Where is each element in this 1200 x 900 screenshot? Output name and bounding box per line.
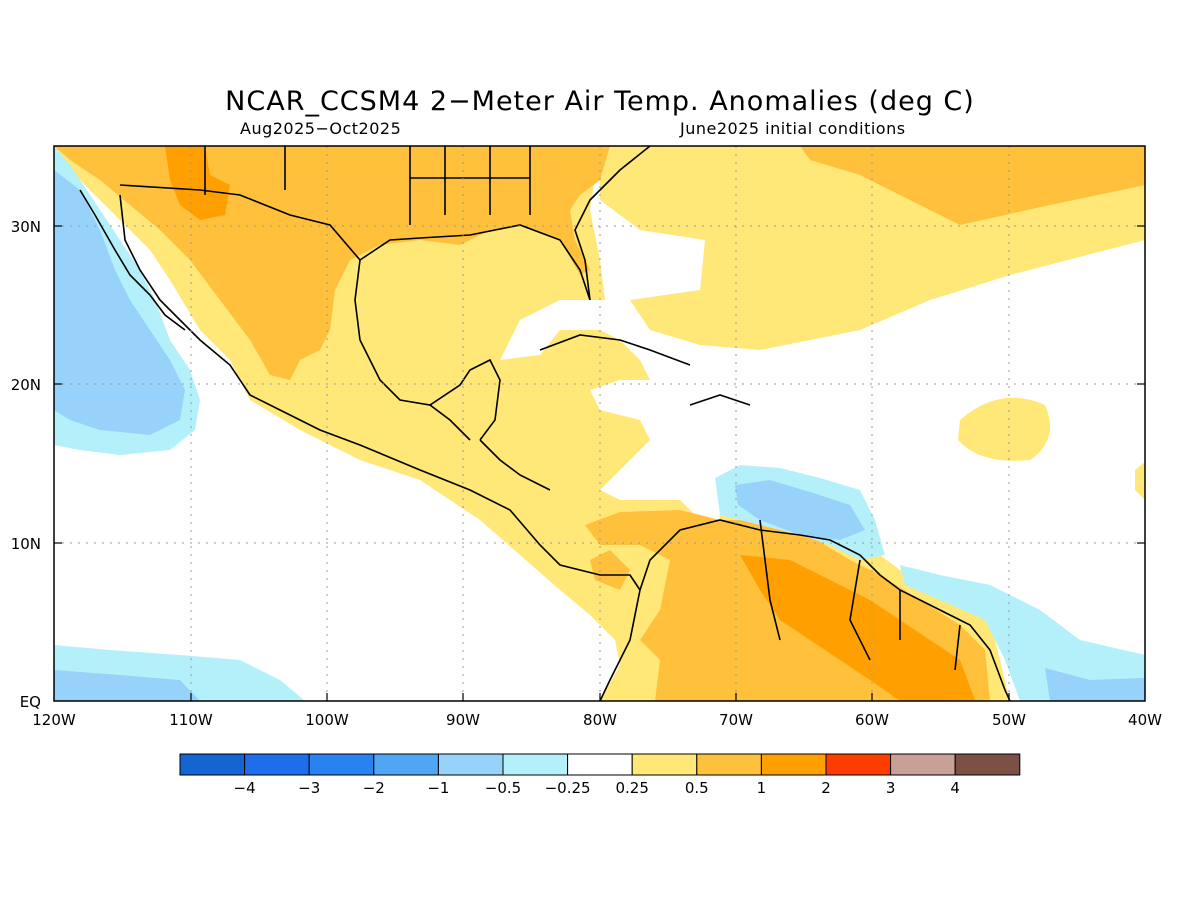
gridlines	[54, 146, 1145, 701]
legend-swatch	[890, 753, 956, 776]
legend-label: −4	[234, 779, 256, 797]
lon-label: 100W	[305, 711, 349, 729]
legend-swatch	[760, 753, 827, 776]
forecast-period: Aug2025−Oct2025	[240, 119, 402, 138]
lon-label: 90W	[446, 711, 480, 729]
border-us-states	[204, 146, 531, 225]
lat-labels: 30N 20N 10N EQ	[11, 218, 41, 711]
lat-label: EQ	[20, 693, 41, 711]
lon-label: 120W	[32, 711, 76, 729]
legend-swatch	[825, 753, 892, 776]
legend-swatch	[437, 753, 504, 776]
legend-label: 1	[757, 779, 767, 797]
legend-label: −0.25	[545, 779, 591, 797]
legend-swatch	[308, 753, 375, 776]
lon-label: 70W	[719, 711, 753, 729]
map-title: NCAR_CCSM4 2−Meter Air Temp. Anomalies (…	[225, 86, 975, 117]
anomaly-region-caribbean-blue	[735, 480, 865, 540]
border-us-mexico	[119, 184, 361, 261]
legend-swatch	[373, 753, 439, 776]
anomaly-region-atlantic-se-cyan	[900, 565, 1145, 701]
initial-conditions: June2025 initial conditions	[680, 119, 906, 138]
legend-swatch	[696, 753, 762, 776]
legend-swatch	[179, 753, 246, 776]
anomaly-region-atlantic-ne	[800, 146, 1145, 225]
anomaly-region-nw-mexico-deep	[165, 146, 230, 220]
lon-labels: 120W 110W 100W 90W 80W 70W 60W 50W 40W	[32, 711, 1162, 729]
legend-label: 0.25	[615, 779, 648, 797]
legend-swatch	[954, 753, 1021, 776]
legend-colorbar	[179, 753, 1021, 776]
lat-label: 10N	[11, 535, 41, 553]
lon-label: 60W	[855, 711, 889, 729]
coastline-us-east	[574, 146, 651, 301]
legend-swatch	[502, 753, 569, 776]
legend-label: 2	[821, 779, 831, 797]
lat-label: 20N	[11, 376, 41, 394]
legend-label: 0.5	[685, 779, 709, 797]
coastline-hispaniola	[689, 394, 751, 406]
anomaly-field	[54, 146, 1145, 701]
legend-label: −1	[427, 779, 449, 797]
lon-label: 80W	[583, 711, 617, 729]
border-guianas	[759, 519, 961, 671]
legend-swatch	[567, 753, 633, 776]
anomaly-region-guiana-deep	[740, 555, 975, 701]
coastline-cuba	[539, 334, 691, 366]
legend-swatch	[244, 753, 310, 776]
legend-label: −0.5	[485, 779, 521, 797]
legend-swatch	[631, 753, 698, 776]
coastline-baja	[79, 189, 186, 331]
lon-label: 50W	[992, 711, 1026, 729]
legend-label: 4	[950, 779, 960, 797]
coastline-south-america	[639, 519, 1011, 701]
lon-label: 40W	[1128, 711, 1162, 729]
tick-marks	[54, 225, 1145, 701]
coastlines	[79, 146, 1011, 701]
legend-label: −3	[298, 779, 320, 797]
lon-label: 110W	[169, 711, 213, 729]
anomaly-region-atlantic-east-yellow	[958, 397, 1050, 461]
legend-label: −2	[363, 779, 385, 797]
border-central-america	[429, 404, 551, 491]
coastline-gulf	[354, 224, 591, 441]
coastline-colombia	[599, 589, 641, 701]
legend-label: 3	[886, 779, 896, 797]
anomaly-region-pacific-blue	[54, 170, 185, 435]
lat-label: 30N	[11, 218, 41, 236]
coastline-mexico-pacific	[119, 194, 641, 591]
legend-labels: −4 −3 −2 −1 −0.5 −0.25 0.25 0.5 1 2 3 4	[234, 779, 960, 797]
